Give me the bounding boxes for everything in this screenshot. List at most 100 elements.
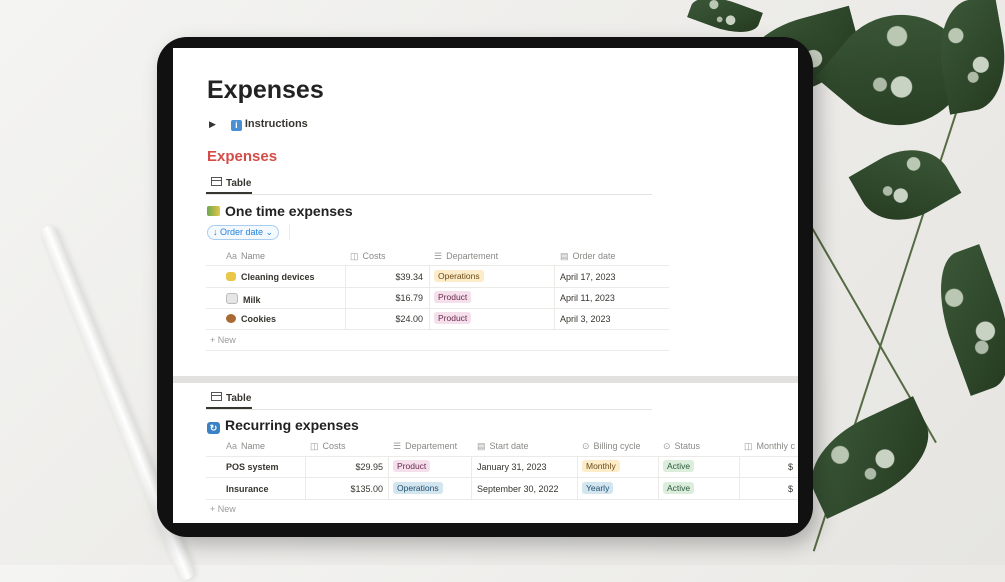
new-label[interactable]: New [217, 504, 236, 514]
table-cell-date[interactable]: April 17, 2023 [560, 272, 616, 282]
table-icon [211, 177, 222, 186]
table-cell-monthly-cost[interactable]: $ [787, 462, 793, 472]
text-icon: Aa [226, 441, 238, 451]
column-header-order-date[interactable]: ▤ Order date [560, 251, 616, 262]
column-header-billing-cycle[interactable]: ⊙ Billing cycle [582, 441, 641, 452]
billing-cycle-tag: Yearly [582, 482, 614, 494]
department-tag: Operations [393, 482, 443, 494]
money-icon [207, 206, 220, 216]
toolbar-separator [289, 224, 290, 240]
triangle-right-icon[interactable]: ▶ [209, 119, 216, 129]
column-divider [577, 457, 578, 499]
formula-icon: ◫ [350, 251, 359, 261]
table-cell-cost[interactable]: $39.34 [395, 272, 423, 282]
table-row-name[interactable]: Insurance [226, 484, 269, 494]
list-icon: ☰ [393, 441, 402, 451]
select-icon: ⊙ [582, 441, 590, 451]
recurring-title-text: Recurring expenses [225, 417, 359, 433]
tab-label[interactable]: Table [226, 178, 252, 189]
calendar-icon: ▤ [560, 251, 569, 261]
column-header-label: Costs [322, 441, 346, 451]
table-cell-department[interactable]: Operations [434, 270, 484, 282]
instructions-label[interactable]: Instructions [244, 118, 308, 130]
table-cell-department[interactable]: Product [434, 312, 472, 324]
row-divider [206, 477, 798, 478]
table-cell-billing-cycle[interactable]: Monthly [582, 460, 620, 472]
table-row-name[interactable]: Cleaning devices [226, 272, 315, 282]
column-divider [658, 457, 659, 499]
column-header-monthly-cost[interactable]: ◫ Monthly c [744, 441, 795, 452]
row-divider [206, 308, 669, 309]
column-header-label: Name [241, 251, 266, 261]
table-cell-cost[interactable]: $29.95 [355, 462, 383, 472]
plus-icon: + [210, 504, 216, 514]
table-cell-date[interactable]: April 3, 2023 [560, 314, 611, 324]
column-header-department[interactable]: ☰ Departement [393, 441, 457, 452]
row-name-text[interactable]: Cleaning devices [241, 272, 315, 282]
column-header-name[interactable]: Aa Name [226, 441, 265, 451]
row-divider [206, 265, 669, 266]
column-divider [345, 266, 346, 329]
column-header-label: Order date [572, 251, 616, 261]
cookie-icon [226, 314, 236, 323]
table-cell-billing-cycle[interactable]: Yearly [582, 482, 614, 494]
repeat-icon: ↻ [207, 422, 220, 434]
tab-active-indicator [206, 407, 252, 409]
column-header-label: Start date [489, 441, 529, 451]
add-new-row-button[interactable]: + New [210, 504, 236, 514]
table-cell-department[interactable]: Product [434, 291, 472, 303]
column-header-label: Billing cycle [593, 441, 641, 451]
milk-icon [226, 293, 238, 304]
text-icon: Aa [226, 251, 238, 261]
row-name-text[interactable]: Milk [243, 295, 261, 305]
department-tag: Product [434, 291, 472, 303]
status-badge: Active [663, 482, 695, 494]
table-row-name[interactable]: Cookies [226, 314, 276, 324]
tab-table-recurring[interactable]: Table [211, 392, 251, 404]
column-header-name[interactable]: Aa Name [226, 251, 265, 261]
table-cell-department[interactable]: Operations [393, 482, 443, 494]
billing-cycle-tag: Monthly [582, 460, 620, 472]
table-row-name[interactable]: Milk [226, 293, 261, 305]
table-cell-department[interactable]: Product [393, 460, 431, 472]
add-new-row-button[interactable]: + New [210, 335, 236, 345]
column-header-start-date[interactable]: ▤ Start date [477, 441, 529, 452]
tab-table-one-time[interactable]: Table [211, 177, 251, 189]
row-divider [206, 329, 669, 330]
row-name-text[interactable]: Cookies [241, 314, 277, 324]
table-cell-date[interactable]: April 11, 2023 [560, 293, 615, 303]
plus-icon: + [210, 335, 216, 345]
column-header-label: Name [241, 441, 266, 451]
column-header-costs[interactable]: ◫ Costs [310, 441, 346, 452]
column-header-department[interactable]: ☰ Departement [434, 251, 498, 262]
page-title: Expenses [207, 76, 324, 104]
table-cell-cost[interactable]: $24.00 [395, 314, 423, 324]
table-row-name[interactable]: POS system [226, 462, 279, 472]
tab-divider [206, 194, 652, 195]
section-heading: Expenses [207, 148, 278, 165]
table-cell-cost[interactable]: $16.79 [395, 293, 423, 303]
department-tag: Product [434, 312, 472, 324]
column-header-label: Departement [405, 441, 458, 451]
column-header-costs[interactable]: ◫ Costs [350, 251, 386, 262]
one-time-title-text: One time expenses [225, 203, 353, 219]
tab-label[interactable]: Table [226, 393, 252, 404]
column-header-status[interactable]: ⊙ Status [663, 441, 700, 452]
column-divider [388, 457, 389, 499]
new-label[interactable]: New [217, 335, 236, 345]
table-cell-status[interactable]: Active [663, 460, 695, 472]
formula-icon: ◫ [310, 441, 319, 451]
row-divider [206, 287, 669, 288]
tab-active-indicator [206, 192, 252, 194]
table-cell-cost[interactable]: $135.00 [350, 484, 383, 494]
sort-order-date-button[interactable]: ↓ Order date ⌄ [207, 225, 280, 240]
department-tag: Operations [434, 270, 484, 282]
list-icon: ☰ [434, 251, 443, 261]
table-cell-start-date[interactable]: January 31, 2023 [477, 462, 547, 472]
table-cell-start-date[interactable]: September 30, 2022 [477, 484, 559, 494]
table-cell-status[interactable]: Active [663, 482, 695, 494]
table-cell-monthly-cost[interactable]: $ [787, 484, 793, 494]
calendar-icon: ▤ [477, 441, 486, 451]
column-divider [429, 266, 430, 329]
instructions-toggle[interactable]: ▶ i Instructions [209, 114, 308, 132]
